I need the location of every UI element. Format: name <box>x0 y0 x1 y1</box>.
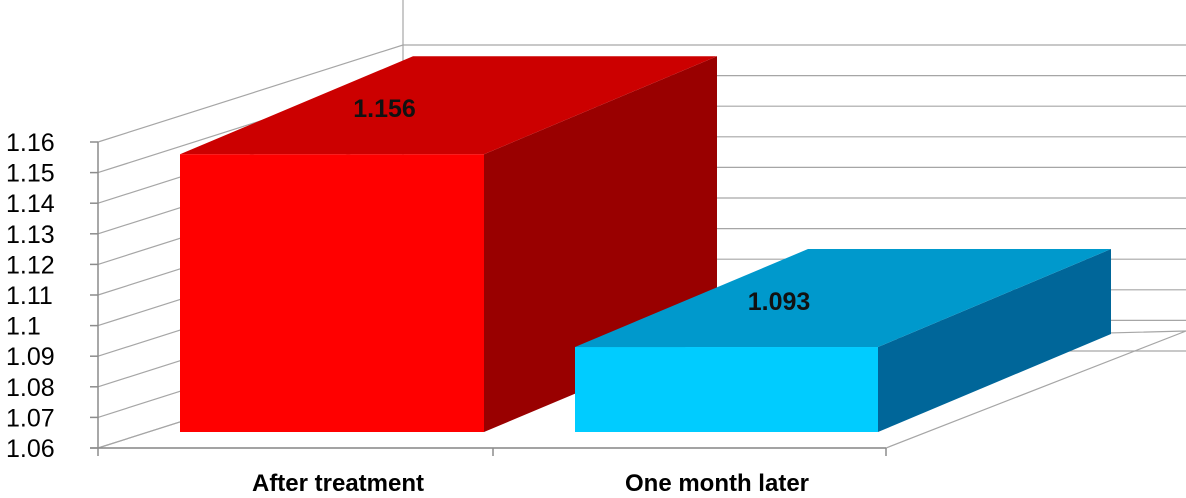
data-label: 1.156 <box>353 95 416 123</box>
y-tick-label: 1.07 <box>6 404 55 432</box>
y-tick-label: 1.16 <box>6 129 55 157</box>
y-tick-label: 1.1 <box>6 313 41 341</box>
chart-labels: 1.156 After treatment 1.093 One month later <box>252 95 810 497</box>
bar-side-face <box>878 249 1111 432</box>
y-tick-label: 1.09 <box>6 343 55 371</box>
y-tick-label: 1.14 <box>6 190 55 218</box>
chart-bars <box>180 56 1111 433</box>
x-category-label: After treatment <box>252 470 424 497</box>
bar-front-face <box>180 154 484 433</box>
y-axis-ticks: 1.06 1.071.08 1.091.1 1.11 1.121.13 1.141.15 1… <box>6 129 55 463</box>
x-category-label: One month later <box>625 470 809 497</box>
y-tick-label: 1.13 <box>6 221 55 249</box>
data-label: 1.093 <box>748 288 811 316</box>
bar-front-face <box>575 347 878 432</box>
bar-2 <box>575 249 1111 432</box>
y-tick-label: 1.15 <box>6 160 55 188</box>
y-tick-label: 1.11 <box>6 282 53 310</box>
y-tick-label: 1.06 <box>6 435 55 463</box>
y-tick-label: 1.12 <box>6 251 55 279</box>
y-tick-label: 1.08 <box>6 374 55 402</box>
bar-top-face <box>180 56 717 155</box>
bar-top-face <box>575 249 1111 348</box>
